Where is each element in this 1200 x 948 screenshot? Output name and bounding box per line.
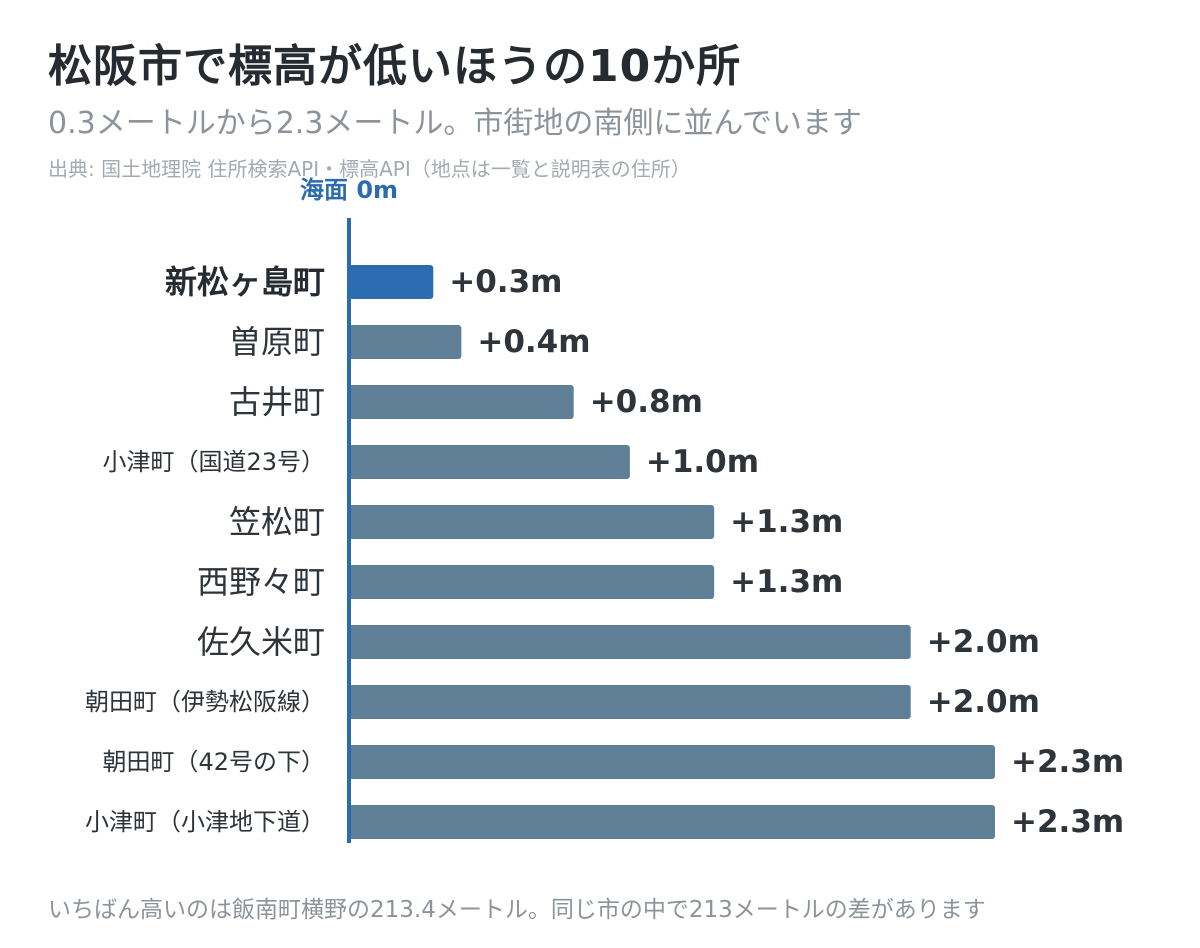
category-label-9: 朝田町（42号の下） xyxy=(102,748,325,776)
bar-5 xyxy=(349,505,715,539)
category-label-10: 小津町（小津地下道） xyxy=(85,808,325,836)
bars-layer: 新松ヶ島町 +0.3m 曽原町 +0.4m 古井町 +0.8m 小津町（国道23号） +1.0… xyxy=(85,263,1124,840)
value-label-6: +1.3m xyxy=(730,564,843,600)
bar-8 xyxy=(349,685,911,719)
bar-7 xyxy=(349,625,911,659)
bar-2 xyxy=(349,325,462,359)
category-label-6: 西野々町 xyxy=(197,563,325,601)
category-label-8: 朝田町（伊勢松阪線） xyxy=(85,688,325,716)
value-label-1: +0.3m xyxy=(449,264,562,300)
category-label-3: 古井町 xyxy=(229,383,325,421)
chart-source: 出典: 国土地理院 住所検索API・標高API（地点は一覧と説明表の住所） xyxy=(48,157,691,181)
bar-4 xyxy=(349,445,630,479)
bar-9 xyxy=(349,745,995,779)
chart-footnote: いちばん高いのは飯南町横野の213.4メートル。同じ市の中で213メートルの差が… xyxy=(48,897,986,923)
bar-1 xyxy=(349,265,434,299)
category-label-5: 笠松町 xyxy=(229,503,325,541)
value-label-8: +2.0m xyxy=(927,684,1040,720)
category-label-4: 小津町（国道23号） xyxy=(102,448,325,476)
chart-subtitle: 0.3メートルから2.3メートル。市街地の南側に並んでいます xyxy=(48,106,862,141)
value-label-2: +0.4m xyxy=(477,324,590,360)
bar-3 xyxy=(349,385,574,419)
value-label-9: +2.3m xyxy=(1011,744,1124,780)
bar-10 xyxy=(349,805,995,839)
baseline-label: 海面 0m xyxy=(300,176,398,204)
value-label-10: +2.3m xyxy=(1011,804,1124,840)
category-label-2: 曽原町 xyxy=(229,323,325,361)
value-label-4: +1.0m xyxy=(646,444,759,480)
value-label-7: +2.0m xyxy=(927,624,1040,660)
category-label-7: 佐久米町 xyxy=(197,623,325,661)
chart-title: 松阪市で標高が低いほうの10か所 xyxy=(48,41,742,92)
category-label-1: 新松ヶ島町 xyxy=(165,263,325,301)
value-label-5: +1.3m xyxy=(730,504,843,540)
bar-6 xyxy=(349,565,715,599)
value-label-3: +0.8m xyxy=(590,384,703,420)
